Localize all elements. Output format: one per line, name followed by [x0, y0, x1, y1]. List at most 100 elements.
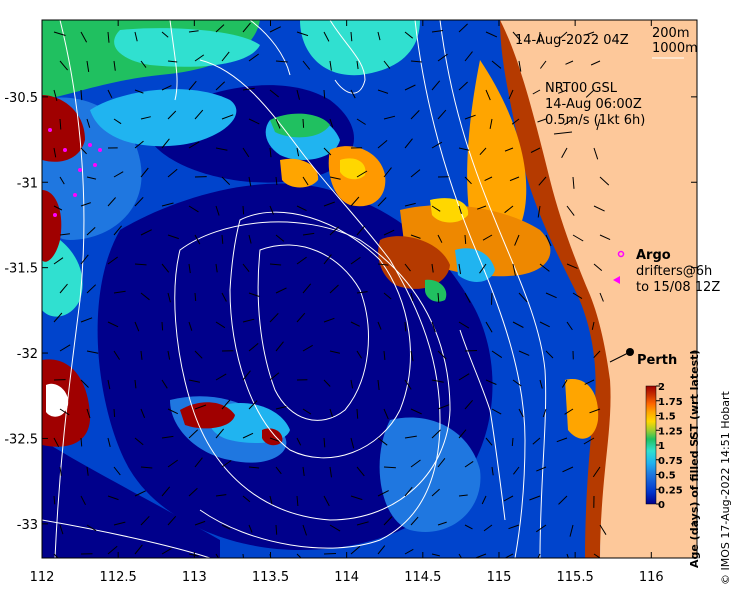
current-arrow [464, 292, 471, 303]
current-arrow [113, 60, 116, 71]
current-arrow [404, 202, 416, 207]
current-arrow [583, 437, 595, 445]
current-arrow [431, 263, 434, 273]
current-arrow [188, 321, 193, 331]
current-arrow [329, 524, 341, 532]
current-arrow [485, 89, 491, 101]
current-arrow [113, 350, 121, 360]
current-arrow [323, 379, 331, 387]
current-arrow [80, 89, 83, 101]
current-arrow [167, 515, 177, 526]
current-arrow [356, 521, 369, 526]
current-arrow [479, 263, 487, 274]
current-arrow [53, 312, 63, 323]
current-arrow [275, 406, 287, 410]
current-arrow [59, 283, 68, 294]
current-arrow [482, 234, 493, 241]
current-arrow [221, 292, 227, 302]
current-arrow [437, 234, 443, 243]
perth-label: Perth [637, 353, 677, 368]
current-arrow [437, 350, 447, 360]
current-arrow [140, 515, 150, 526]
current-arrow [599, 176, 610, 186]
current-arrow [194, 292, 197, 302]
y-tick-label: -32 [17, 347, 38, 362]
current-arrow [215, 373, 227, 381]
y-tick-label: -30.5 [4, 91, 38, 106]
current-arrow [269, 495, 273, 505]
current-arrow [593, 553, 601, 558]
current-arrow [194, 54, 205, 62]
current-arrow [134, 437, 144, 446]
current-arrow [134, 89, 144, 94]
current-arrow [113, 521, 126, 526]
current-arrow [188, 379, 201, 383]
x-tick-label: 114 [334, 570, 359, 585]
current-arrow [296, 553, 302, 558]
current-arrow [437, 457, 446, 468]
current-arrow [302, 232, 315, 236]
current-arrow [275, 176, 278, 186]
current-arrow [113, 466, 121, 476]
coastal-red2 [378, 236, 450, 289]
current-arrow [53, 31, 66, 36]
current-arrow [269, 147, 272, 158]
orange-center2 [280, 158, 319, 188]
current-arrow [59, 524, 64, 535]
current-arrow [161, 486, 171, 497]
current-arrow [464, 460, 474, 468]
current-arrow [329, 118, 334, 128]
current-arrow [356, 291, 368, 294]
current-arrow [302, 524, 307, 536]
current-arrow [86, 60, 90, 72]
current-arrow [539, 321, 550, 328]
current-arrow [350, 196, 360, 207]
current-arrow [296, 256, 307, 265]
current-arrow [464, 350, 478, 352]
current-arrow [80, 495, 86, 506]
y-tick-label: -31 [17, 176, 38, 191]
colorbar-tick-label: 0.75 [658, 456, 683, 467]
current-arrow [464, 524, 473, 530]
current-arrow [508, 89, 514, 100]
current-arrow [404, 435, 417, 439]
current-arrow [599, 524, 607, 535]
current-arrow [491, 408, 502, 415]
current-arrow [518, 60, 522, 72]
green-top [270, 113, 330, 138]
current-arrow [561, 379, 568, 388]
current-arrow [221, 399, 231, 410]
current-arrow [80, 31, 88, 43]
current-arrow [113, 118, 122, 125]
current-arrow [248, 343, 259, 352]
current-scale-arrow [553, 131, 573, 135]
current-arrow [464, 51, 473, 62]
mid-blue-s [379, 417, 481, 532]
current-arrow [539, 263, 550, 272]
current-arrow [113, 171, 124, 178]
y-tick-label: -32.5 [4, 432, 38, 447]
drifter-legend-range: to 15/08 12Z [636, 280, 720, 295]
current-arrow [107, 545, 118, 555]
current-arrow [569, 524, 574, 537]
current-arrow [134, 544, 143, 555]
current-arrow [215, 494, 227, 497]
current-arrow [59, 60, 68, 71]
current-arrow [167, 168, 178, 178]
current-arrow [464, 114, 476, 120]
current-arrow [431, 321, 436, 333]
current-arrow [242, 147, 250, 158]
current-arrow [242, 87, 255, 91]
current-arrow [248, 400, 258, 410]
current-model-label: NRT00 GSL [545, 81, 618, 96]
colorbar-tick-label: 1 [658, 441, 665, 452]
current-arrow [53, 89, 58, 102]
current-arrow [161, 379, 168, 389]
colorbar [645, 385, 657, 505]
current-arrow [242, 553, 244, 558]
current-arrow [107, 379, 111, 390]
current-arrow [356, 118, 366, 125]
current-arrow [404, 321, 407, 332]
current-arrow [410, 459, 421, 468]
current-arrow [585, 89, 595, 98]
